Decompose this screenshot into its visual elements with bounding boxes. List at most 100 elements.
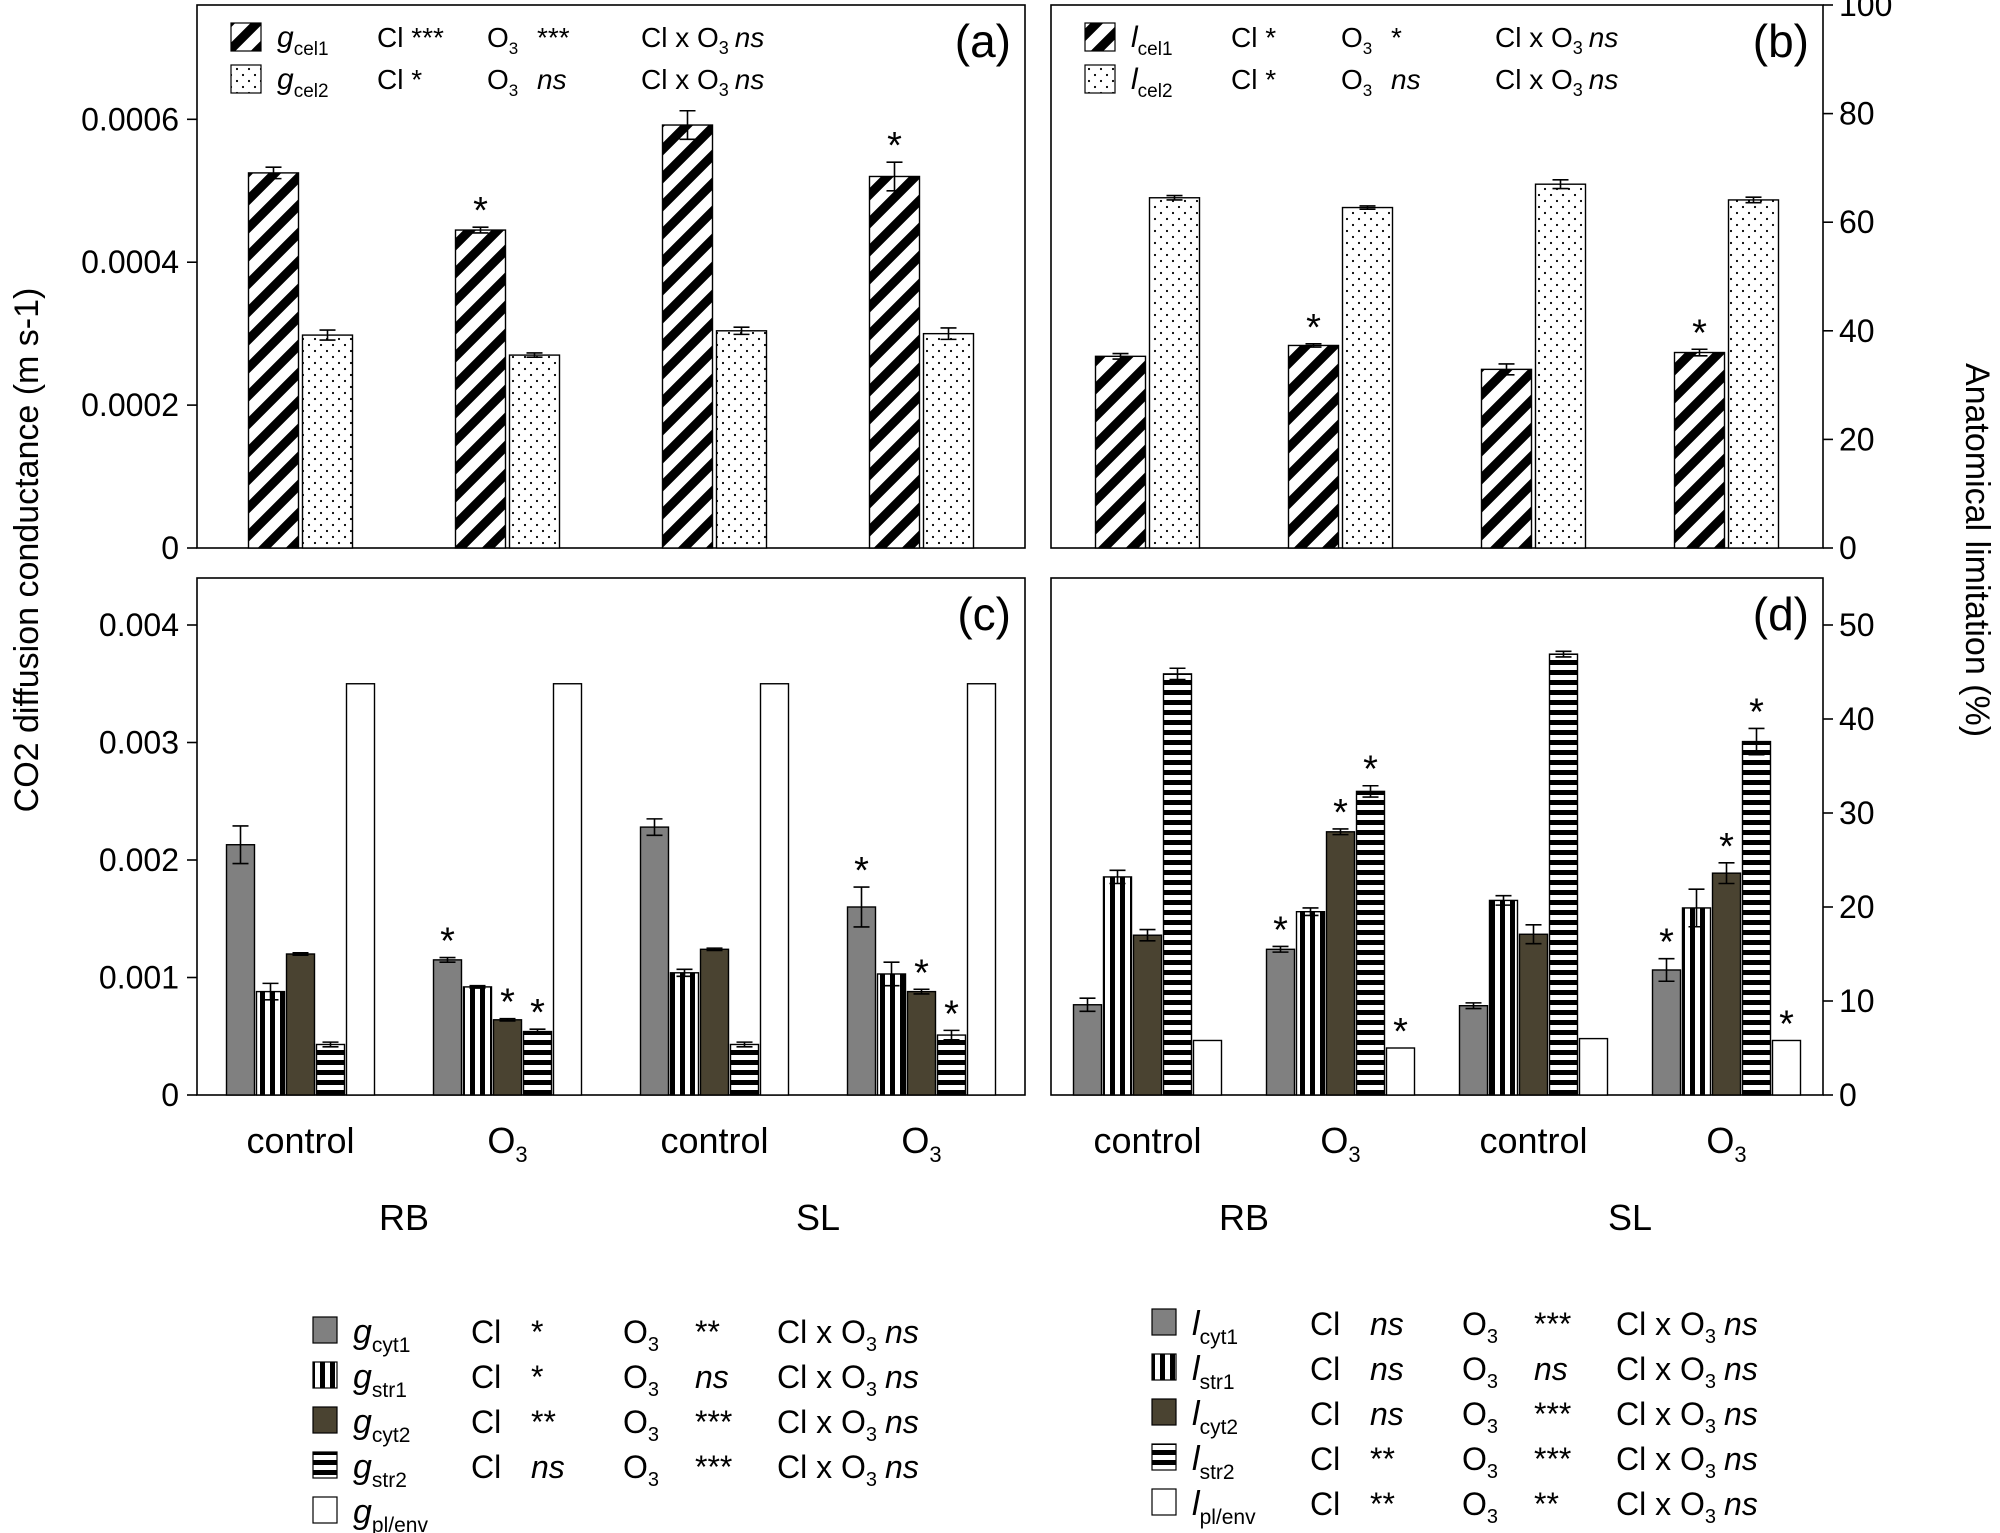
legend-cl-stat: **: [1370, 1441, 1395, 1477]
panel-b: 0 20 40 60 80 100 (b) * * lcel1 Cl * O3 * Cl x O3 ns lc…: [1050, 0, 1892, 566]
legend-symbol: lstr1: [1192, 1350, 1235, 1394]
x-category-label: control: [1093, 1120, 1201, 1161]
bar-gpl-env: [552, 683, 583, 1096]
legend-swatch: [1151, 1443, 1177, 1471]
y-tick-label: 0: [1839, 1077, 1857, 1113]
bar-gcel1: [868, 175, 921, 549]
bar-lcel2: [1534, 183, 1587, 549]
error-bar: [736, 1041, 753, 1048]
error-bar: [265, 166, 282, 180]
y-tick-label: 0.003: [99, 725, 179, 761]
error-bar: [1691, 348, 1708, 357]
error-bar: [1525, 924, 1542, 945]
y-tick-label: 40: [1839, 313, 1875, 349]
bar-gstr1: [462, 986, 493, 1096]
legend-cl-word: Cl: [471, 1359, 501, 1395]
legend-symbol: gcel2: [277, 63, 329, 102]
error-bar: [1112, 352, 1129, 360]
legend-interaction: Cl x O3 ns: [777, 1314, 919, 1356]
significance-star: *: [887, 125, 902, 167]
legend-symbol: gstr1: [353, 1358, 407, 1402]
bar-gcyt1: [846, 906, 877, 1096]
legend-cl-stat: *: [531, 1314, 543, 1350]
significance-star: *: [1779, 1003, 1794, 1045]
panel-c: 0 0.001 0.002 0.003 0.004 (c) * * * * * *: [99, 577, 1026, 1113]
legend-swatch: [312, 1496, 338, 1524]
bar-lcel1: [1480, 368, 1533, 549]
x-category-label: control: [246, 1120, 354, 1161]
legend-swatch: [1151, 1398, 1177, 1426]
error-bar: [1748, 727, 1765, 756]
legend-symbol: lpl/env: [1192, 1485, 1256, 1529]
legend-o3-word: O3: [623, 1314, 659, 1356]
error-bar: [1272, 945, 1289, 953]
bar-gpl-env: [966, 683, 997, 1096]
bar-gpl-env: [345, 683, 376, 1096]
legend-cl-stat: ns: [1370, 1351, 1404, 1387]
y-tick-label: 60: [1839, 204, 1875, 240]
significance-star: *: [473, 190, 488, 232]
panel-d: 0 10 20 30 40 50 (d) * * * * * * * *: [1050, 577, 1875, 1113]
y-tick-label: 100: [1839, 0, 1892, 23]
plot-frame: [1050, 577, 1824, 1096]
legend-o3-word: O3: [1462, 1306, 1498, 1348]
y-tick-label: 0.0004: [81, 244, 179, 280]
significance-star: *: [1659, 922, 1674, 964]
y-tick-label: 0.0006: [81, 101, 179, 137]
error-bar: [1305, 343, 1322, 348]
x-category-label: O3: [1706, 1120, 1746, 1167]
legend-cl-stat: Cl *: [1231, 22, 1276, 53]
legend-symbol: gstr2: [353, 1448, 407, 1492]
bar-gcel2: [715, 330, 768, 549]
legend-symbol: lcel2: [1131, 63, 1173, 102]
bar-lpl-env: [1385, 1047, 1416, 1096]
y-tick-label: 0.0002: [81, 387, 179, 423]
error-bar: [853, 886, 870, 928]
y-tick-label: 10: [1839, 983, 1875, 1019]
bar-gcel2: [301, 334, 354, 549]
legend-cl-word: Cl: [471, 1449, 501, 1485]
error-bar: [1139, 928, 1156, 942]
error-bar: [1362, 784, 1379, 798]
legend-symbol: gcyt1: [353, 1313, 410, 1357]
error-bar: [1555, 650, 1572, 658]
error-bar: [232, 825, 249, 865]
bar-gstr2: [729, 1043, 760, 1096]
significance-star: *: [500, 982, 515, 1024]
bar-lcel2: [1341, 206, 1394, 549]
significance-star: *: [914, 952, 929, 994]
bar-lpl-env: [1771, 1039, 1802, 1096]
legend-o3-stat: ***: [1534, 1306, 1571, 1342]
bar-lcyt1: [1072, 1004, 1103, 1096]
error-bar: [940, 327, 957, 341]
legend-swatch: [1084, 64, 1116, 94]
bar-lcyt2: [1518, 933, 1549, 1096]
significance-star: *: [1306, 307, 1321, 349]
legend-swatch: [230, 22, 262, 52]
significance-star: *: [530, 992, 545, 1034]
bar-gstr2: [936, 1034, 967, 1096]
panel-letter: (c): [957, 588, 1011, 640]
y-tick-label: 20: [1839, 421, 1875, 457]
legend-o3-stat: ns: [1391, 64, 1421, 95]
legend-interaction: Cl x O3 ns: [1495, 22, 1618, 58]
bar-gcel2: [922, 332, 975, 549]
bar-lcel1: [1287, 344, 1340, 549]
y-axis-label-right: Anatomical limitation (%): [1958, 363, 1996, 737]
error-bar: [1718, 862, 1735, 885]
error-bar: [1495, 894, 1512, 906]
panel-letter: (a): [955, 15, 1011, 67]
error-bar: [706, 947, 723, 952]
y-tick-label: 0: [161, 1077, 179, 1113]
bar-lstr1: [1102, 876, 1133, 1096]
legend-cl-stat: Cl ***: [377, 22, 444, 53]
x-category-label: O3: [901, 1120, 941, 1167]
legend-o3-stat: **: [1534, 1486, 1559, 1522]
bar-gcel1: [247, 172, 300, 549]
legend-cl-stat: ns: [531, 1449, 565, 1485]
error-bar: [472, 226, 489, 234]
bar-gpl-env: [759, 683, 790, 1096]
significance-star: *: [944, 993, 959, 1035]
bar-lcyt2: [1711, 872, 1742, 1096]
